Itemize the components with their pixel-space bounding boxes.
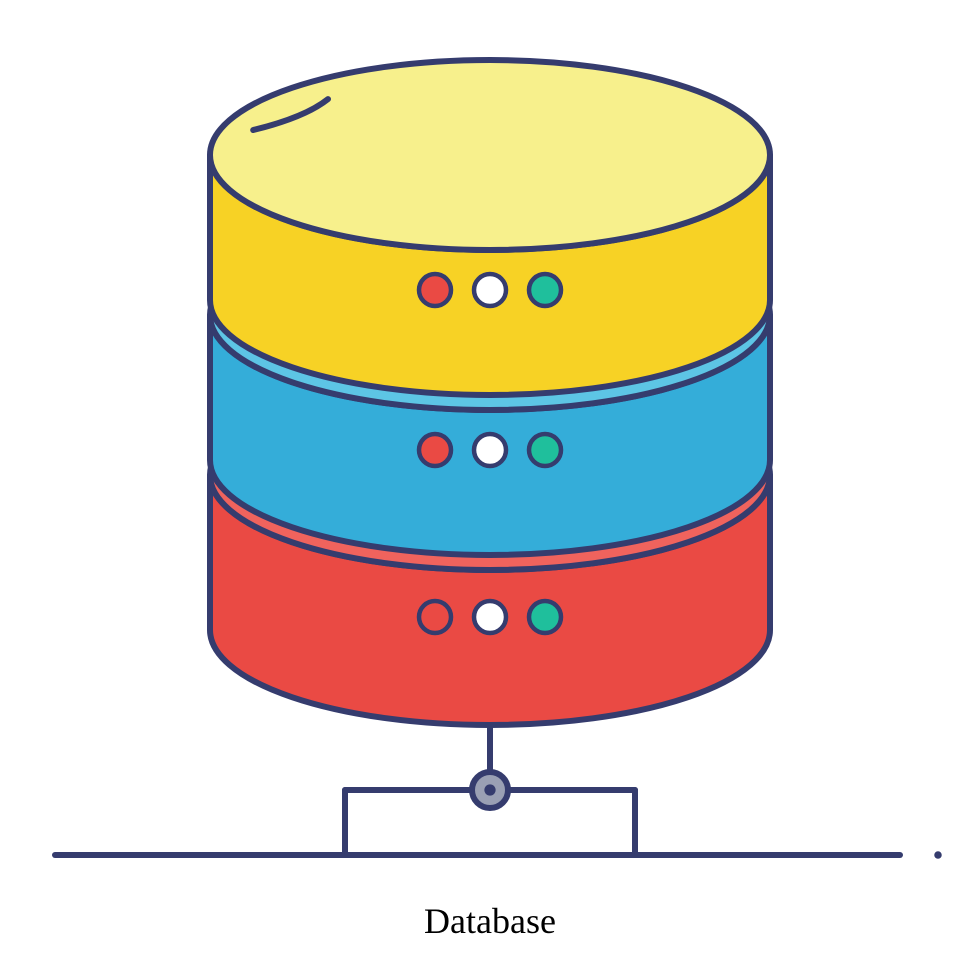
- database-infographic: Database: [0, 0, 980, 980]
- icon-caption: Database: [0, 900, 980, 942]
- database-icon: [0, 0, 980, 980]
